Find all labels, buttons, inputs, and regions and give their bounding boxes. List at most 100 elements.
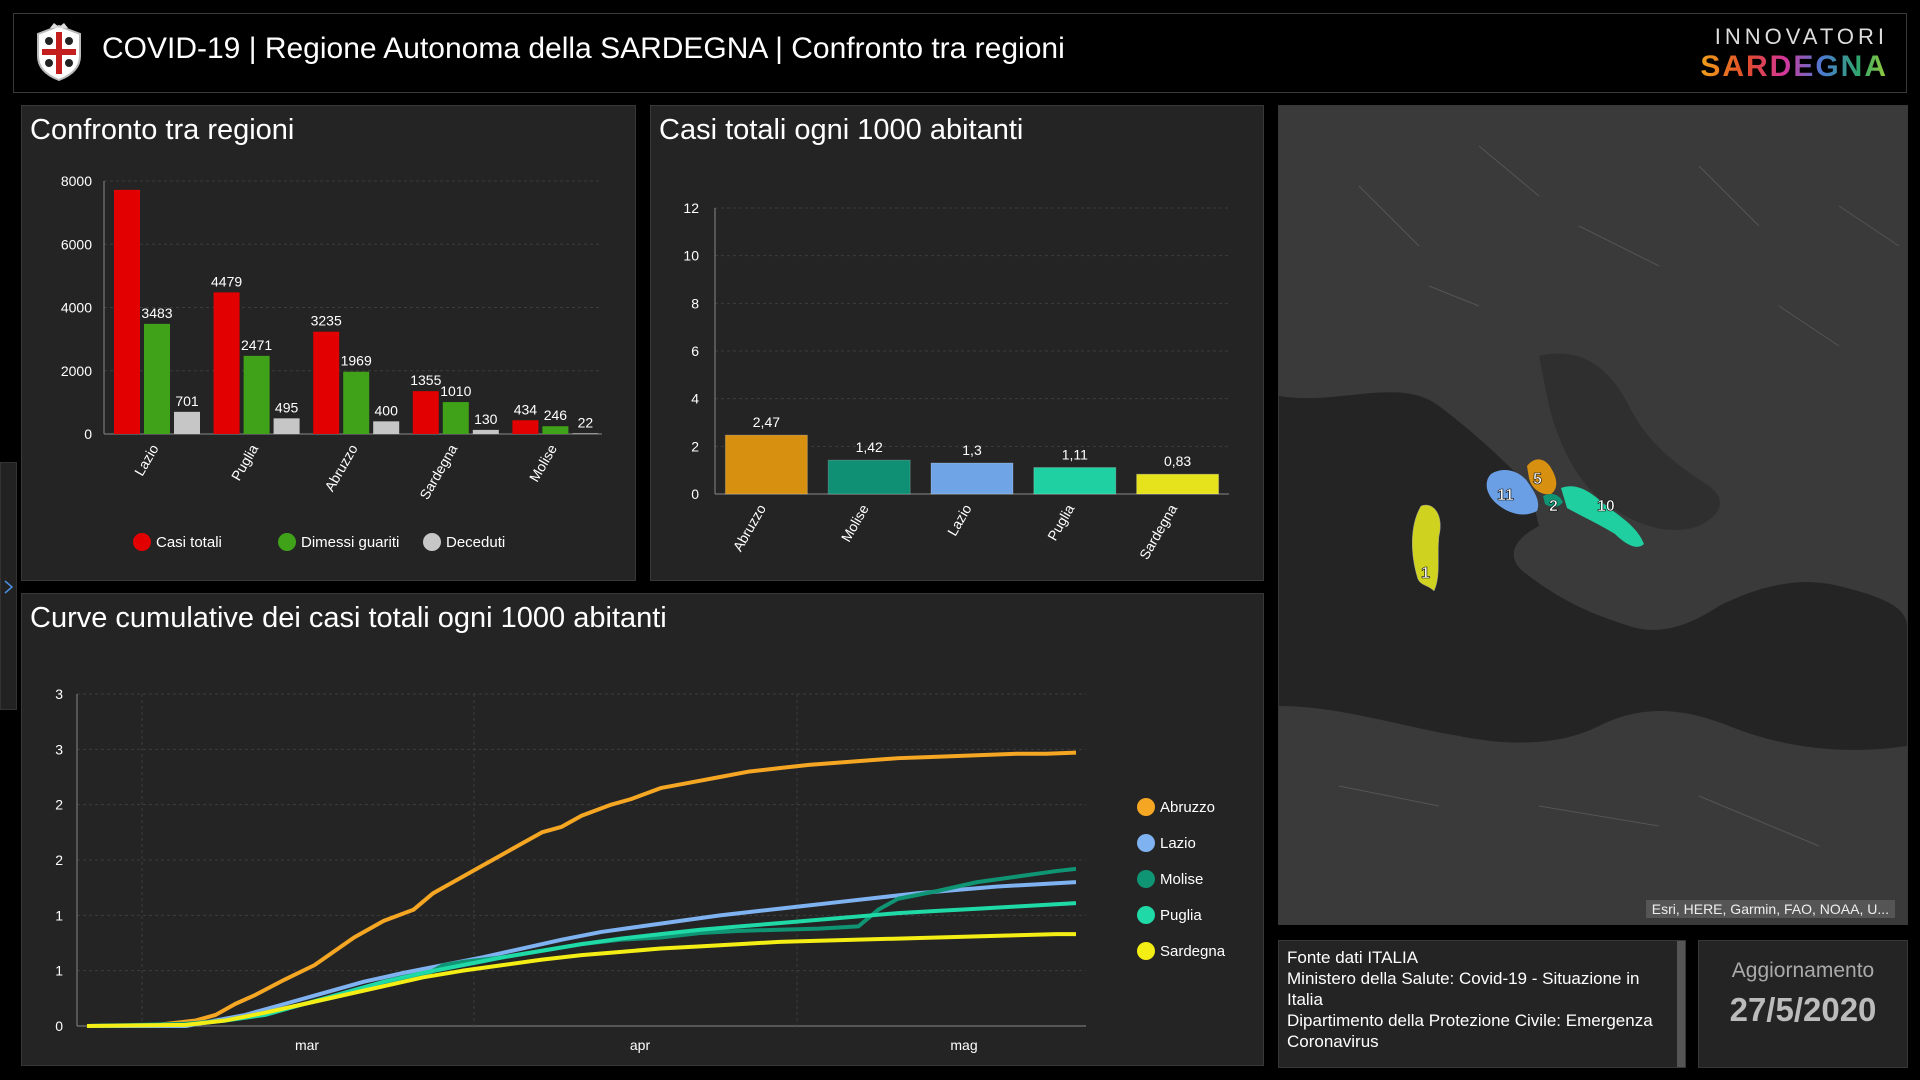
legend-label: Abruzzo (1160, 799, 1215, 816)
panel-data-sources: Fonte dati ITALIA Ministero della Salute… (1278, 940, 1686, 1068)
panel-cases-per-1000: Casi totali ogni 1000 abitanti 0 2 4 6 8 10 12… (650, 105, 1264, 581)
legend-label: Deceduti (446, 534, 505, 551)
bar-value-label: 1,3 (962, 442, 982, 458)
x-tick-label: Abruzzo (729, 501, 769, 554)
info-scrollbar[interactable] (1677, 941, 1685, 1067)
map-view[interactable]: 1 11 5 2 10 Esri, HERE, Garmin, FAO, NOA… (1278, 105, 1908, 925)
bar-value-label: 3235 (311, 313, 342, 329)
legend-label: Sardegna (1160, 943, 1226, 960)
bar-dimessi-guariti (542, 426, 569, 434)
y-tick-label: 2 (55, 797, 63, 813)
bar-lazio (930, 462, 1014, 495)
x-tick-label: Molise (838, 501, 872, 544)
y-tick-label: 10 (683, 248, 699, 264)
bar-casi-totali (412, 391, 439, 434)
legend-label: Puglia (1160, 907, 1202, 924)
bar-casi-totali (512, 420, 539, 434)
y-tick-label: 2 (691, 438, 699, 454)
bar-value-label: 2471 (241, 337, 272, 353)
x-tick-label: Lazio (944, 501, 975, 538)
bar-puglia (1033, 467, 1117, 495)
bar-abruzzo (724, 434, 808, 495)
x-tick-label: mag (950, 1037, 977, 1053)
compare-chart-title: Confronto tra regioni (30, 114, 295, 146)
map-label-sardegna: 1 (1421, 565, 1430, 582)
bar-value-label: 495 (275, 399, 299, 415)
legend-marker (133, 533, 151, 551)
legend-label: Dimessi guariti (301, 534, 399, 551)
bar-value-label: 0,83 (1164, 453, 1191, 469)
bar-value-label: 130 (474, 411, 498, 427)
bar-value-label: 701 (175, 393, 199, 409)
bar-value-label: 1,42 (856, 439, 883, 455)
update-label: Aggiornamento (1731, 959, 1875, 982)
side-panel-toggle[interactable] (0, 462, 17, 710)
y-tick-label: 1 (55, 963, 63, 979)
legend-label: Casi totali (156, 534, 222, 551)
legend-marker (1137, 834, 1155, 852)
panel-cumulative-curves: Curve cumulative dei casi totali ogni 10… (21, 593, 1264, 1066)
bar-deceduti (273, 418, 300, 434)
bar-dimessi-guariti (442, 402, 469, 434)
y-tick-label: 3 (55, 741, 63, 757)
panel-compare-regions: Confronto tra regioni 0 2000 4000 6000 8000 3… (21, 105, 636, 581)
line-sardegna (86, 932, 1076, 1028)
y-tick-label: 0 (84, 426, 92, 442)
y-tick-label: 4000 (61, 300, 92, 316)
cumulative-line-chart: 0 1 1 2 2 3 3 mar apr mag Abruzzo Lazio Molise Puglia… (55, 686, 1226, 1053)
curves-chart-title: Curve cumulative dei casi totali ogni 10… (30, 602, 667, 634)
x-tick-label: mar (295, 1037, 319, 1053)
bar-deceduti (373, 421, 400, 434)
y-tick-label: 4 (691, 391, 699, 407)
y-tick-label: 6000 (61, 236, 92, 252)
bar-deceduti (472, 429, 499, 434)
source-line-2: Ministero della Salute: Covid-19 - Situa… (1287, 969, 1640, 1009)
bar-value-label: 2,47 (753, 414, 780, 430)
line-abruzzo (87, 750, 1077, 1028)
y-tick-label: 12 (683, 200, 699, 216)
panel-last-update: Aggiornamento 27/5/2020 (1698, 940, 1908, 1068)
legend-label: Molise (1160, 871, 1203, 888)
brand-innovatori: INNOVATORI (1714, 24, 1888, 49)
y-tick-label: 1 (55, 907, 63, 923)
bar-casi-totali (213, 292, 240, 434)
y-tick-label: 0 (55, 1018, 63, 1034)
bar-value-label: 246 (544, 407, 568, 423)
bar-value-label: 400 (375, 402, 399, 418)
y-tick-label: 2000 (61, 363, 92, 379)
x-tick-label: Sardegna (416, 441, 460, 502)
y-tick-label: 8000 (61, 173, 92, 189)
map-attribution[interactable]: Esri, HERE, Garmin, FAO, NOAA, U... (1645, 900, 1895, 918)
bar-dimessi-guariti (243, 355, 270, 434)
x-tick-label: Abruzzo (321, 441, 361, 494)
bar-value-label: 3483 (141, 305, 172, 321)
bar-value-label: 1355 (410, 372, 441, 388)
x-tick-label: Puglia (1044, 501, 1077, 543)
legend-marker (1137, 798, 1155, 816)
x-tick-label: Puglia (228, 441, 261, 483)
legend-marker (423, 533, 441, 551)
legend-marker (278, 533, 296, 551)
bar-value-label: 4479 (211, 273, 242, 289)
bar-value-label: 434 (514, 401, 538, 417)
bar-value-label: 22 (578, 414, 594, 430)
legend-label: Lazio (1160, 835, 1196, 852)
legend-marker (1137, 870, 1155, 888)
page-title: COVID-19 | Regione Autonoma della SARDEG… (102, 32, 1065, 65)
map-label-molise: 2 (1549, 498, 1558, 515)
bar-molise (827, 459, 911, 495)
y-tick-label: 8 (691, 295, 699, 311)
map-label-puglia: 10 (1597, 498, 1615, 515)
header-bar: COVID-19 | Regione Autonoma della SARDEG… (13, 13, 1907, 93)
y-tick-label: 0 (691, 486, 699, 502)
bar-sardegna (1136, 473, 1220, 495)
y-tick-label: 2 (55, 852, 63, 868)
legend-marker (1137, 942, 1155, 960)
bar-dimessi-guariti (144, 323, 170, 434)
map-canvas[interactable]: 1 11 5 2 10 (1279, 106, 1907, 924)
per1000-bar-chart: 0 2 4 6 8 10 12 2,47 Abruzzo 1,42 Molise 1,3 Lazio 1,… (683, 200, 1229, 562)
bar-value-label: 1010 (440, 383, 471, 399)
x-tick-label: apr (630, 1037, 651, 1053)
x-tick-label: Sardegna (1136, 501, 1180, 562)
bar-deceduti (174, 411, 200, 434)
